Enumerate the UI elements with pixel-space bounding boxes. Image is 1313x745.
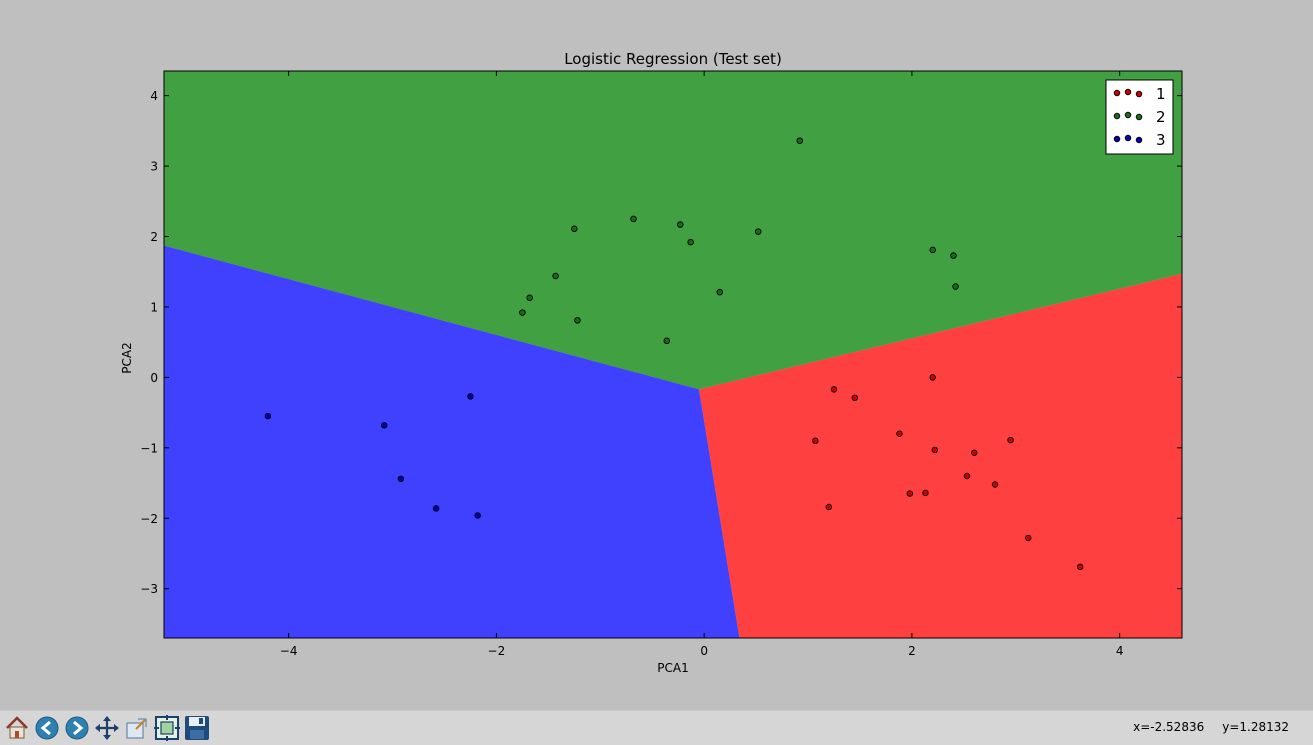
y-tick-label: −1 xyxy=(140,441,158,455)
legend-marker xyxy=(1113,112,1121,120)
scatter-point-class-1 xyxy=(1025,534,1032,542)
scatter-point-class-2 xyxy=(950,252,957,259)
scatter-point-class-1 xyxy=(906,490,914,497)
forward-button[interactable] xyxy=(64,715,90,741)
scatter-point-class-3 xyxy=(432,505,440,512)
scatter-point-class-2 xyxy=(677,221,684,228)
legend-marker xyxy=(1135,136,1143,144)
scatter-point-class-2 xyxy=(663,337,671,345)
scatter-point-class-3 xyxy=(474,512,481,519)
home-button[interactable] xyxy=(4,715,30,741)
figure-canvas: −4 −2 0 2 4 −3 −2 −1 0 1 2 3 4 Logistic Regression (… xyxy=(120,50,1183,675)
save-floppy-icon xyxy=(185,716,209,740)
region-class-3 xyxy=(164,245,740,638)
y-tick-label: −3 xyxy=(140,582,158,596)
scatter-point-class-1 xyxy=(991,481,999,488)
cursor-coordinates: x=-2.52836 y=1.28132 xyxy=(1115,720,1289,734)
home-icon xyxy=(6,716,28,739)
scatter-point-class-3 xyxy=(264,412,272,420)
scatter-point-class-1 xyxy=(963,472,971,480)
scatter-point-class-2 xyxy=(571,225,578,233)
x-tick-label: 4 xyxy=(1116,644,1124,658)
scatter-point-class-2 xyxy=(687,238,694,246)
legend-marker xyxy=(1124,111,1132,119)
scatter-point-class-2 xyxy=(754,228,762,235)
scatter-point-class-1 xyxy=(1076,563,1084,571)
scatter-point-class-1 xyxy=(896,430,903,437)
scatter-point-class-1 xyxy=(812,437,819,445)
scatter-point-class-3 xyxy=(467,393,474,400)
y-tick-label: 2 xyxy=(150,230,158,244)
scatter-point-class-2 xyxy=(929,246,936,254)
region-class-2 xyxy=(164,71,1182,390)
decision-regions xyxy=(164,71,1182,638)
scatter-point-class-2 xyxy=(952,283,959,290)
scatter-point-class-1 xyxy=(970,449,978,457)
configure-subplots-icon xyxy=(154,715,180,741)
scatter-point-class-2 xyxy=(526,294,533,302)
scatter-point-class-2 xyxy=(796,137,803,144)
legend-marker xyxy=(1135,90,1143,98)
y-tick-label: 1 xyxy=(150,300,158,314)
x-tick-label: 2 xyxy=(908,644,916,658)
legend-marker xyxy=(1124,134,1132,142)
pan-button[interactable] xyxy=(94,715,120,741)
scatter-point-class-1 xyxy=(929,374,936,381)
scatter-point-class-1 xyxy=(922,489,929,497)
forward-arrow-icon xyxy=(65,716,89,740)
scatter-point-class-1 xyxy=(931,446,939,454)
zoom-rect-icon xyxy=(126,718,147,739)
x-tick-label: −4 xyxy=(280,644,298,658)
zoom-button[interactable] xyxy=(124,715,150,741)
subplots-button[interactable] xyxy=(154,715,180,741)
save-button[interactable] xyxy=(184,715,210,741)
coord-y: y=1.28132 xyxy=(1222,720,1289,734)
back-arrow-icon xyxy=(35,716,59,740)
scatter-point-class-1 xyxy=(851,394,859,402)
scatter-point-class-2 xyxy=(519,309,526,316)
y-tick-label: 4 xyxy=(150,89,158,103)
axis-ticks: −4 −2 0 2 4 −3 −2 −1 0 1 2 3 4 xyxy=(140,71,1182,658)
chart-title: Logistic Regression (Test set) xyxy=(564,50,782,68)
scatter-point-class-2 xyxy=(716,288,723,296)
scatter-point-class-3 xyxy=(380,422,388,429)
scatter-point-class-1 xyxy=(830,386,838,393)
scatter-point-class-2 xyxy=(630,215,637,223)
y-tick-label: −2 xyxy=(140,512,158,526)
pan-move-icon xyxy=(95,716,119,740)
legend-marker xyxy=(1124,88,1132,96)
back-button[interactable] xyxy=(34,715,60,741)
coord-x: x=-2.52836 xyxy=(1133,720,1205,734)
x-axis-label: PCA1 xyxy=(657,661,688,675)
scatter-point-class-1 xyxy=(1007,436,1014,444)
scatter-points xyxy=(264,137,1084,571)
scatter-point-class-1 xyxy=(825,503,833,511)
scatter-point-class-2 xyxy=(574,317,581,324)
axes-frame xyxy=(163,70,1183,639)
y-tick-label: 0 xyxy=(150,371,158,385)
y-tick-label: 3 xyxy=(150,160,158,174)
legend-marker xyxy=(1113,135,1121,143)
x-tick-label: 0 xyxy=(700,644,708,658)
x-tick-label: −2 xyxy=(488,644,506,658)
legend-marker xyxy=(1135,113,1143,121)
legend-label: 2 xyxy=(1156,108,1166,126)
legend: 1 2 3 xyxy=(1105,79,1174,155)
scatter-point-class-3 xyxy=(397,475,405,483)
scatter-point-class-2 xyxy=(552,272,559,280)
legend-marker xyxy=(1113,89,1121,97)
legend-label: 3 xyxy=(1156,131,1166,149)
region-class-1 xyxy=(698,273,1182,638)
navigation-toolbar: x=-2.52836 y=1.28132 xyxy=(0,710,1313,745)
y-axis-label: PCA2 xyxy=(120,342,134,373)
legend-label: 1 xyxy=(1156,85,1166,103)
